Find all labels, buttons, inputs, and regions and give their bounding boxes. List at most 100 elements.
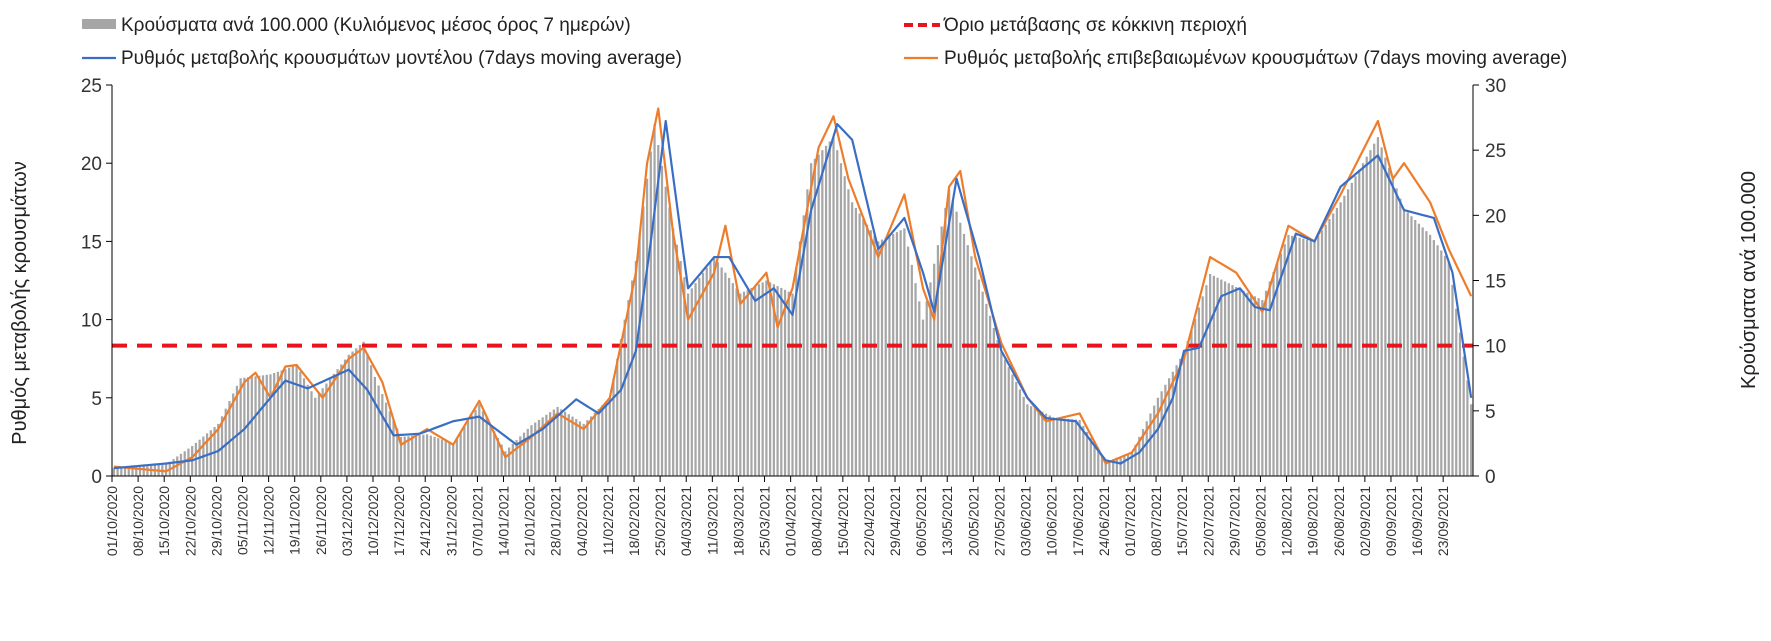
bar	[459, 432, 462, 476]
bar	[1074, 419, 1078, 476]
bar	[1391, 178, 1394, 476]
bar	[1194, 318, 1197, 476]
bar	[530, 425, 533, 476]
x-tick-label: 25/03/2021	[757, 486, 773, 556]
bar	[1346, 189, 1350, 476]
bar	[1313, 241, 1316, 476]
legend-label-confirmed: Ρυθμός μεταβολής επιβεβαιωμένων κρουσμάτ…	[944, 48, 1567, 69]
bar	[1466, 380, 1469, 476]
bar	[414, 435, 418, 476]
bar	[1052, 417, 1055, 476]
bar	[802, 215, 805, 476]
bar	[1354, 176, 1357, 477]
x-tick-label: 10/06/2021	[1044, 486, 1060, 556]
bar	[1268, 281, 1271, 476]
bar	[1093, 443, 1096, 476]
bar	[1231, 285, 1234, 476]
bar	[813, 158, 816, 477]
bar	[739, 293, 742, 476]
bar	[731, 283, 734, 476]
bar	[1365, 156, 1368, 476]
y-left-tick-label: 5	[91, 389, 102, 410]
x-tick-label: 08/10/2020	[130, 486, 146, 556]
bar	[1067, 418, 1070, 476]
bar	[645, 178, 649, 476]
bar	[727, 277, 731, 476]
x-tick-label: 02/09/2021	[1357, 486, 1373, 556]
bar	[1369, 150, 1372, 477]
x-tick-label: 20/05/2021	[965, 486, 981, 556]
bar	[299, 371, 302, 476]
bar	[1309, 240, 1312, 476]
bar	[843, 176, 846, 477]
bar	[1406, 212, 1409, 477]
bar	[552, 409, 555, 476]
bar	[183, 451, 186, 476]
bar	[1451, 284, 1454, 476]
bar	[1108, 460, 1111, 476]
bar	[429, 435, 432, 476]
bar	[713, 257, 716, 476]
bar	[1294, 236, 1297, 476]
bar	[519, 436, 522, 476]
bar	[1339, 202, 1342, 477]
x-ticks: 01/10/2020 08/10/2020 15/10/2020 22/10/2020…	[104, 476, 1451, 556]
bar	[1115, 457, 1119, 476]
bars-series	[112, 124, 1473, 477]
bar	[1063, 418, 1066, 476]
bar	[944, 207, 947, 476]
bar	[1440, 250, 1443, 476]
bar	[463, 426, 466, 476]
bar	[933, 263, 936, 476]
bar	[1175, 365, 1178, 476]
bar	[332, 373, 335, 476]
bar	[1287, 234, 1290, 476]
bar	[329, 378, 332, 476]
bar	[974, 267, 977, 476]
bar	[847, 189, 850, 476]
bar	[370, 365, 373, 476]
x-tick-label: 22/04/2021	[861, 486, 877, 556]
x-tick-label: 05/11/2020	[235, 486, 251, 555]
bar	[235, 385, 239, 476]
bar	[1097, 449, 1100, 476]
bar	[1078, 419, 1081, 476]
bar	[232, 393, 235, 476]
bar	[131, 467, 134, 476]
y-left-axis-title: Ρυθμός μεταβολής κρουσμάτων	[9, 161, 31, 445]
bar	[616, 358, 619, 476]
bar	[396, 428, 399, 476]
bar	[466, 421, 470, 476]
bar	[384, 402, 388, 476]
bar	[246, 377, 250, 476]
bar	[142, 466, 145, 476]
x-tick-label: 29/10/2020	[208, 486, 224, 556]
bar	[1112, 459, 1115, 476]
bar	[437, 438, 440, 476]
bar	[534, 422, 537, 476]
legend-item-bars: Κρούσματα ανά 100.000 (Κυλιόμενος μέσος …	[82, 15, 631, 36]
bar	[873, 235, 876, 476]
bar	[686, 293, 690, 476]
bar	[627, 300, 630, 476]
bar	[996, 340, 999, 476]
bar	[705, 267, 708, 476]
bar	[1201, 296, 1204, 476]
bar	[187, 448, 190, 476]
bar	[455, 437, 459, 476]
bar	[631, 280, 634, 476]
bar	[284, 369, 287, 476]
x-tick-label: 18/02/2021	[626, 486, 642, 556]
bar	[522, 432, 526, 476]
bar	[351, 351, 354, 476]
bar	[1167, 378, 1171, 476]
x-tick-label: 03/06/2021	[1018, 486, 1034, 556]
x-tick-label: 17/06/2021	[1070, 486, 1086, 556]
bar	[1022, 396, 1025, 476]
bar	[239, 378, 242, 476]
legend-item-model: Ρυθμός μεταβολής κρουσμάτων μοντέλου (7d…	[82, 48, 682, 69]
bar	[1402, 208, 1406, 476]
bar	[556, 406, 559, 476]
x-tick-label: 11/03/2021	[704, 486, 720, 555]
bar	[746, 289, 749, 476]
